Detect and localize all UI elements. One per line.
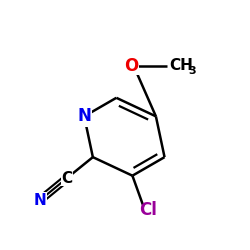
Text: CH: CH	[170, 58, 194, 73]
Text: Cl: Cl	[140, 201, 158, 219]
Text: O: O	[124, 57, 138, 75]
Text: C: C	[61, 171, 72, 186]
Text: N: N	[77, 107, 91, 125]
Text: 3: 3	[188, 66, 196, 76]
Text: N: N	[33, 193, 46, 208]
